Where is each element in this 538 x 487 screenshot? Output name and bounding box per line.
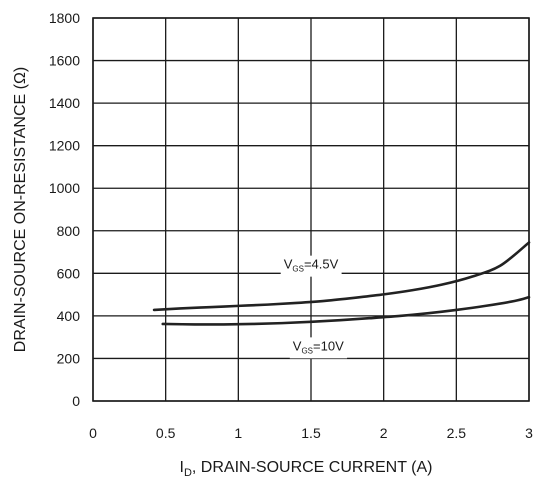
x-tick-label: 1.5	[301, 425, 321, 441]
x-tick-labels: 0 0.5 1 1.5 2 2.5 3	[89, 425, 533, 441]
series-label-vgs-4-5v: VGS=4.5V	[284, 257, 339, 274]
y-axis-title: DRAIN-SOURCE ON-RESISTANCE (Ω)	[12, 67, 29, 352]
y-tick-label: 1400	[49, 95, 80, 111]
series-label-vgs-4-5v-background	[280, 255, 342, 277]
series-label-vgs-10v-main: V	[293, 338, 302, 353]
x-tick-label: 1	[234, 425, 242, 441]
y-tick-label: 1000	[49, 180, 80, 196]
x-tick-label: 0	[89, 425, 97, 441]
y-tick-label: 1200	[49, 138, 80, 154]
x-tick-label: 2	[380, 425, 388, 441]
series-label-vgs-10v-subscript: GS	[301, 346, 313, 355]
x-axis-title-rest: , DRAIN-SOURCE CURRENT (A)	[192, 459, 433, 476]
x-tick-label: 2.5	[447, 425, 467, 441]
x-tick-label: 3	[525, 425, 533, 441]
series-label-vgs-10v: VGS=10V	[293, 338, 344, 355]
series-label-vgs-4-5v-rest: =4.5V	[304, 257, 339, 272]
y-tick-labels: 0 200 400 600 800 1000 1200 1400 1600 1800	[49, 10, 80, 409]
series-label-vgs-4-5v-subscript: GS	[292, 265, 304, 274]
y-tick-label: 400	[57, 308, 81, 324]
y-tick-label: 1800	[49, 10, 80, 26]
x-tick-label: 0.5	[156, 425, 176, 441]
x-axis-title-subscript: D	[184, 467, 192, 479]
y-tick-label: 1600	[49, 53, 80, 69]
y-tick-label: 0	[72, 393, 80, 409]
y-tick-label: 200	[57, 350, 81, 366]
y-tick-label: 800	[57, 223, 81, 239]
series-label-vgs-4-5v-main: V	[284, 257, 293, 272]
plot-frame	[92, 17, 530, 402]
x-axis-title-main: I	[179, 459, 183, 476]
y-tick-label: 600	[57, 265, 81, 281]
series-line-vgs-4-5v	[152, 241, 531, 312]
series-lines	[152, 241, 531, 326]
series-label-vgs-10v-background	[289, 337, 348, 359]
series-label-vgs-10v-rest: =10V	[313, 338, 344, 353]
series-line-vgs-10v	[161, 295, 531, 326]
x-axis-title: ID, DRAIN-SOURCE CURRENT (A)	[179, 459, 432, 479]
